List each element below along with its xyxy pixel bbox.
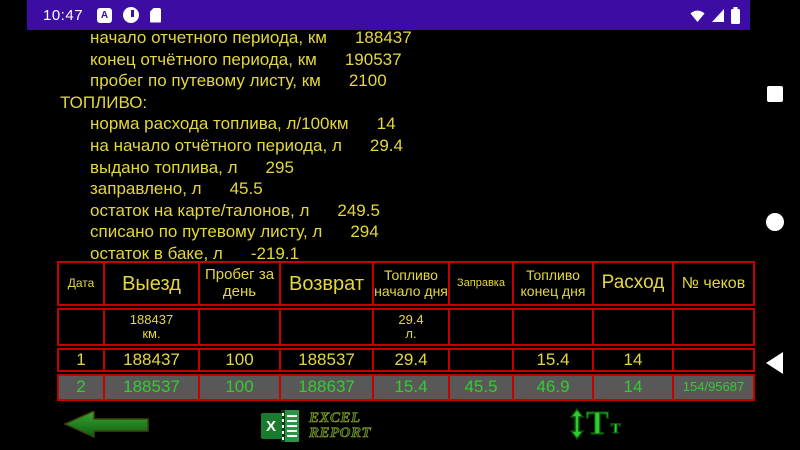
table-cell (59, 310, 105, 344)
table-cell: 45.5 (450, 376, 514, 399)
table-cell (450, 350, 514, 370)
daily-log-table: Дата Выезд Пробег за день Возврат Топлив… (57, 261, 755, 403)
header-mileage-per-day: Пробег за день (200, 263, 281, 304)
wifi-icon (690, 10, 705, 22)
table-cell (514, 310, 594, 344)
font-size-button[interactable]: T т (570, 405, 621, 442)
header-departure: Выезд (105, 263, 200, 304)
table-cell: 29.4 л. (374, 310, 450, 344)
table-cell: 2 (59, 376, 105, 399)
report-line: конец отчётного периода, км 190537 (90, 49, 402, 69)
recents-button[interactable] (767, 86, 783, 102)
report-summary: начало отчетного периода, км 188437 конец… (60, 27, 412, 265)
excel-report-label: EXCEL REPORT (309, 410, 372, 441)
table-header-row: Дата Выезд Пробег за день Возврат Топлив… (57, 261, 755, 306)
svg-text:X: X (266, 418, 276, 435)
report-line: начало отчетного периода, км 188437 (90, 28, 412, 47)
table-cell (281, 310, 374, 344)
status-bar: 10:47 A (27, 0, 750, 30)
table-row-day-2-selected[interactable]: 2 188537 100 188637 15.4 45.5 46.9 14 15… (57, 374, 755, 401)
table-cell: 154/95687 (682, 379, 745, 395)
header-return: Возврат (281, 263, 374, 304)
header-date: Дата (59, 263, 105, 304)
clock: 10:47 (43, 6, 84, 24)
table-cell: 188637 (281, 376, 374, 399)
table-cell (674, 350, 753, 370)
table-cell: 15.4 (374, 376, 450, 399)
table-cell: 15.4 (514, 350, 594, 370)
header-fuel-day-start: Топливо начало дня (374, 263, 450, 304)
header-refuel: Заправка (450, 263, 514, 304)
auto-brightness-icon: A (97, 7, 113, 23)
table-cell: 188437 км. (105, 310, 200, 344)
table-row-initial[interactable]: 188437 км. 29.4 л. (57, 308, 755, 346)
table-cell (200, 310, 281, 344)
android-nav-bar (750, 0, 800, 450)
table-cell: 1 (59, 350, 105, 370)
table-cell: 188537 (281, 350, 374, 370)
table-cell: 188437 (105, 350, 200, 370)
table-cell (450, 310, 514, 344)
table-cell: 100 (200, 376, 281, 399)
report-line: норма расхода топлива, л/100км 14 (90, 114, 396, 134)
table-cell (674, 310, 753, 344)
header-fuel-day-end: Топливо конец дня (514, 263, 594, 304)
report-line: заправлено, л 45.5 (90, 179, 263, 199)
status-left-icons: A (97, 7, 162, 23)
sd-card-icon (150, 7, 162, 23)
table-cell: 46.9 (514, 376, 594, 399)
data-saver-icon (123, 7, 140, 23)
table-cell (594, 310, 674, 344)
excel-report-button[interactable]: X EXCEL REPORT (261, 409, 371, 443)
report-line: на начало отчётного периода, л 29.4 (90, 135, 403, 155)
table-cell: 188537 (105, 376, 200, 399)
report-line: остаток в баке, л -219.1 (90, 243, 300, 263)
table-cell: 14 (594, 350, 674, 370)
excel-icon: X (261, 410, 299, 442)
table-cell: 100 (200, 350, 281, 370)
header-check-numbers: № чеков (681, 274, 746, 292)
status-right-icons (689, 6, 740, 24)
big-t-label: T (585, 405, 609, 442)
table-row-day-1[interactable]: 1 188437 100 188537 29.4 15.4 14 (57, 348, 755, 372)
header-consumption: Расход (594, 263, 674, 304)
battery-icon (731, 6, 740, 24)
report-line: пробег по путевому листу, км 2100 (90, 71, 387, 91)
back-arrow-button[interactable] (64, 411, 152, 442)
back-button[interactable] (766, 352, 783, 374)
updown-arrow-icon (570, 407, 584, 441)
report-line: остаток на карте/талонов, л 249.5 (90, 200, 380, 220)
table-cell: 14 (594, 376, 674, 399)
report-line: списано по путевому листу, л 294 (90, 222, 379, 242)
small-t-label: т (610, 416, 621, 439)
cell-signal-icon (712, 9, 724, 22)
report-line: выдано топлива, л 295 (90, 157, 294, 177)
table-cell: 29.4 (374, 350, 450, 370)
home-button[interactable] (766, 213, 784, 231)
report-section-fuel: ТОПЛИВО: (60, 92, 148, 112)
